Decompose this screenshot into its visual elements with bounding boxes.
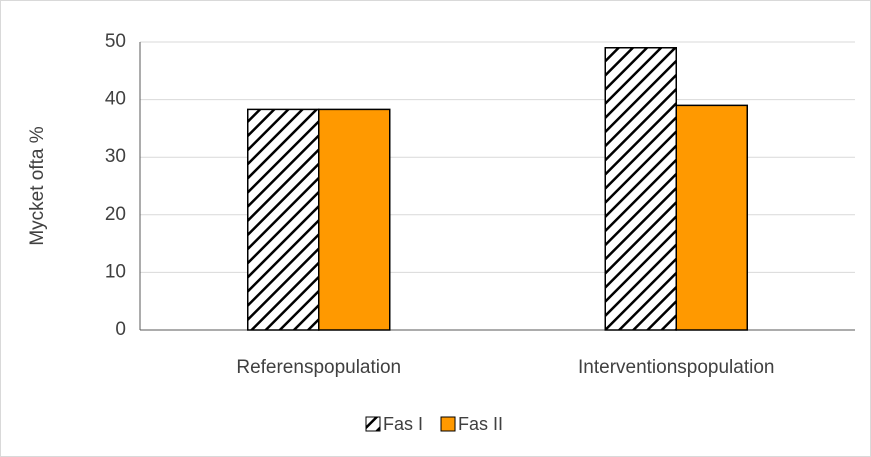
- y-tick-label: 10: [105, 261, 126, 282]
- bar: [675, 104, 748, 331]
- legend-label: Fas I: [383, 414, 423, 434]
- y-tick-label: 40: [105, 89, 126, 110]
- y-axis-label: Mycket ofta %: [27, 126, 48, 245]
- bar: [604, 47, 677, 331]
- y-tick-label: 30: [105, 146, 126, 167]
- y-tick-label: 50: [105, 31, 126, 52]
- legend-swatch: [440, 416, 456, 432]
- y-tick-label: 0: [115, 319, 126, 340]
- legend-label: Fas II: [458, 414, 503, 434]
- bar: [318, 108, 391, 331]
- x-tick-label: Interventionspopulation: [578, 357, 774, 378]
- x-tick-label: Referenspopulation: [236, 357, 401, 378]
- legend: Fas I Fas II: [365, 414, 503, 434]
- legend-swatch: [365, 416, 381, 432]
- bar: [247, 108, 320, 331]
- y-tick-label: 20: [105, 204, 126, 225]
